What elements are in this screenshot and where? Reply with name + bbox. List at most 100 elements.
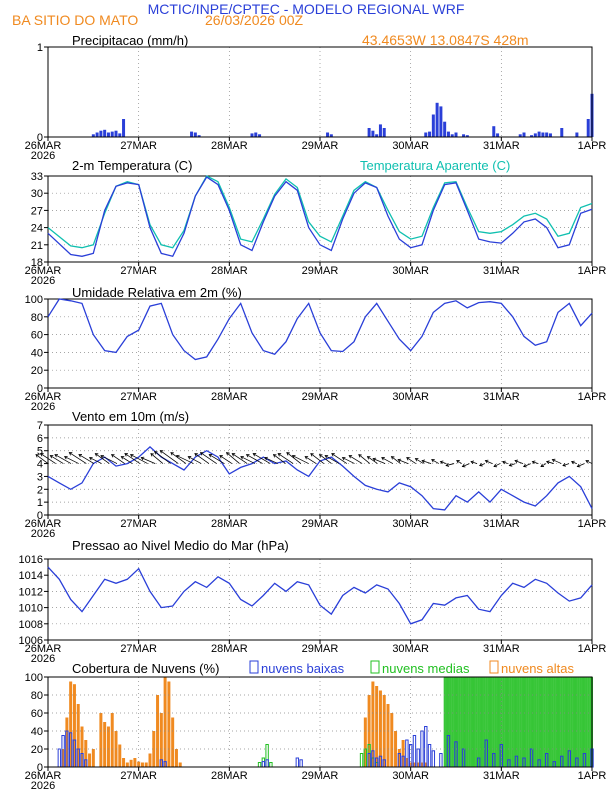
cloud-bar-medias [453, 677, 456, 767]
wind-vector [381, 457, 393, 464]
legend-high-swatch [489, 660, 499, 674]
precip-bar [522, 132, 526, 137]
wind-vector [552, 459, 562, 464]
wind-vector-head [40, 453, 44, 457]
cloud-bar-altas [99, 713, 103, 767]
wind-vector [188, 456, 202, 464]
cloud-bar-baixas [265, 759, 269, 768]
x-tick-label: 26MAR [25, 265, 62, 277]
panel-frame [47, 298, 593, 389]
wind-vector [200, 452, 217, 464]
cloud-bar-altas [61, 749, 65, 767]
y-tick-label: 20 [31, 365, 43, 377]
cloud-bar-altas [91, 749, 95, 767]
y-tick-label: 2 [37, 484, 43, 496]
cloud-bar-medias [545, 677, 548, 767]
y-tick-label: 1008 [19, 619, 43, 631]
wind-vector [445, 463, 455, 466]
cloud-bar-medias [489, 677, 491, 767]
x-tick-label: 30MAR [392, 265, 429, 277]
header-coords: 43.4653W 13.0847S 428m [362, 32, 529, 48]
legend-mid-swatch [370, 660, 380, 674]
wind-vector [246, 454, 263, 464]
cloud-bar-medias [451, 677, 454, 767]
cloud-bar-medias [553, 677, 556, 767]
precip-bar [382, 128, 386, 137]
wind-vector [342, 457, 355, 464]
x-tick-label: 31MAR [483, 643, 520, 655]
precip-bar [122, 119, 126, 137]
cloud-bar-medias [269, 762, 273, 768]
wind-vector-head [461, 463, 466, 468]
cloud-bar-medias [443, 677, 446, 767]
wind-vector-head [110, 454, 115, 458]
wind-vector-head [570, 460, 575, 465]
precip-bar [375, 134, 379, 137]
x-tick-label: 29MAR [302, 391, 339, 403]
wind-vector [319, 454, 332, 464]
wind-vector [493, 463, 501, 467]
wind-vector-head [414, 458, 419, 462]
y-tick-label: 0 [37, 383, 43, 395]
x-tick-label: 30MAR [392, 643, 429, 655]
wind-vector [141, 457, 156, 464]
cloud-bar-medias [468, 677, 471, 767]
cloud-bar-altas [394, 731, 398, 767]
wind-vector-head [310, 453, 314, 457]
wind-vector-head [78, 454, 82, 458]
cloud-bar-medias [528, 677, 531, 767]
y-tick-label: 40 [31, 726, 43, 738]
cloud-bar-medias [456, 677, 459, 767]
wind-vector [170, 452, 187, 464]
cloud-bar-medias [558, 677, 561, 767]
wind-vector-head [576, 463, 581, 468]
wind-vector-head [531, 460, 536, 465]
wind-vector-head [381, 457, 385, 461]
cloud-bar-medias [470, 677, 473, 767]
wind-vector [54, 454, 72, 464]
wind-vector-head [372, 457, 377, 462]
cloud-bar-altas [378, 690, 382, 767]
wind-vector [456, 460, 462, 464]
x-tick-label: 28MAR [211, 140, 248, 152]
wind-vector [546, 461, 554, 464]
cloud-bar-medias [487, 677, 490, 767]
precip-bar [428, 131, 432, 137]
x-tick-label: 26MAR [25, 518, 62, 530]
header-station: BA SITIO DO MATO [12, 12, 138, 28]
cloud-bar-medias [515, 677, 518, 767]
wind-vector-head [501, 460, 506, 465]
cloud-bar-medias [540, 677, 542, 767]
wind-vector [415, 458, 424, 464]
cloud-bar-medias [496, 677, 499, 767]
precip-title: Precipitacao (mm/h) [72, 33, 188, 48]
cloud-bar-altas [405, 758, 409, 767]
precip-bar [560, 128, 564, 137]
wind-vector [130, 454, 148, 464]
cloud-bar-altas [148, 753, 152, 767]
wind-vector [348, 455, 363, 464]
cloud-bar-altas [412, 762, 416, 767]
cloud-bar-medias [524, 677, 527, 767]
y-tick-label: 80 [31, 312, 43, 324]
wind-vector-head [304, 456, 309, 460]
cloud-bar-medias [462, 677, 465, 767]
cloud-bar-baixas [295, 757, 300, 768]
x-tick-label: 27MAR [120, 643, 157, 655]
cloud-bar-altas [118, 744, 122, 767]
precip-bar [454, 132, 458, 137]
cloud-bar-baixas [57, 748, 62, 768]
cloud-bar-medias [574, 677, 576, 767]
wind-vector-head [508, 463, 513, 467]
wind-vector-head [479, 462, 483, 467]
x-year-label: 2026 [31, 150, 55, 162]
x-tick-label: 1APR [578, 391, 607, 403]
cloud-bar-medias [511, 677, 514, 767]
y-tick-label: 60 [31, 330, 43, 342]
cloud-bar-altas [159, 713, 163, 767]
x-tick-label: 30MAR [392, 770, 429, 782]
wind-vector-head [124, 453, 128, 457]
wind-vector [502, 461, 508, 464]
wind-vector [100, 455, 118, 464]
cloud-bar-altas [152, 731, 156, 767]
